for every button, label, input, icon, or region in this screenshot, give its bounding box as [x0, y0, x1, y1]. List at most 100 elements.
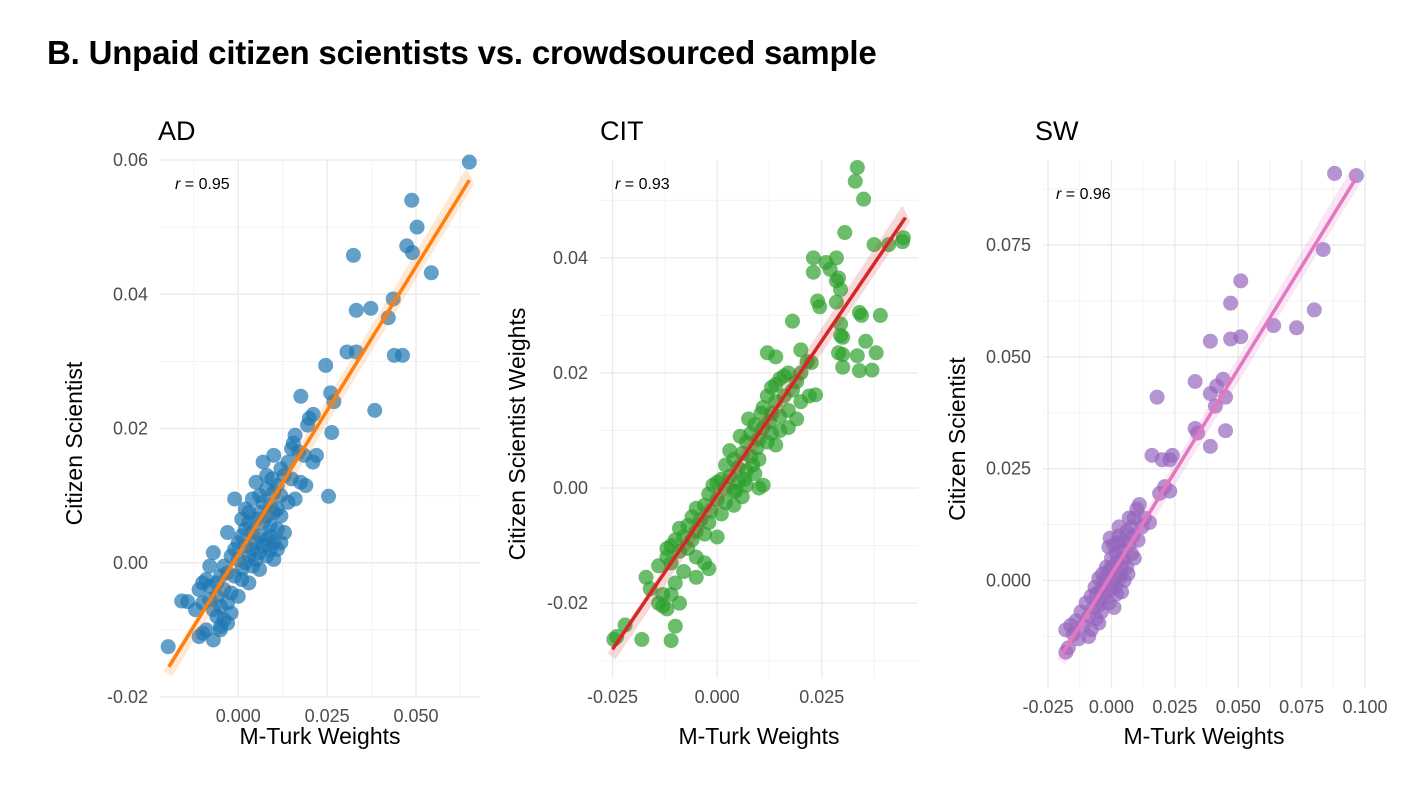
- data-point: [160, 639, 176, 655]
- data-point: [1164, 447, 1180, 463]
- data-point: [676, 564, 692, 580]
- fit-line: [1060, 179, 1357, 656]
- data-point: [1093, 604, 1109, 620]
- data-point: [718, 457, 734, 473]
- y-tick-label: 0.02: [113, 419, 148, 439]
- data-point: [642, 581, 658, 597]
- correlation-annotation: r = 0.93: [615, 176, 670, 193]
- data-point: [732, 428, 748, 444]
- data-point: [828, 294, 844, 310]
- data-point: [864, 362, 880, 378]
- data-point: [1106, 599, 1122, 615]
- data-point: [220, 525, 236, 541]
- data-point: [1111, 519, 1127, 535]
- data-point: [287, 491, 303, 507]
- data-point: [293, 388, 309, 404]
- y-tick-label: 0.000: [986, 571, 1031, 591]
- data-point: [255, 454, 271, 470]
- data-point: [793, 342, 809, 358]
- data-point: [1233, 273, 1249, 289]
- y-tick-label: 0.050: [986, 347, 1031, 367]
- data-point: [266, 447, 282, 463]
- panel-cit: -0.025 0.000 0.025 -0.02 0.00 0.02 0.04 CIT M-Tu…: [504, 116, 918, 749]
- data-point: [751, 480, 767, 496]
- data-point: [461, 154, 477, 170]
- data-point: [1202, 333, 1218, 349]
- data-point: [234, 511, 250, 527]
- data-point: [1306, 302, 1322, 318]
- data-point: [1348, 168, 1364, 184]
- data-point: [835, 359, 851, 375]
- data-point: [741, 411, 757, 427]
- x-tick-label: 0.025: [1152, 697, 1197, 717]
- x-axis-label: M-Turk Weights: [678, 723, 839, 749]
- data-point: [1081, 629, 1097, 645]
- data-point: [1131, 497, 1147, 513]
- data-point: [380, 310, 396, 326]
- x-tick-label: 0.075: [1279, 697, 1324, 717]
- data-point: [298, 478, 314, 494]
- y-tick-label: 0.04: [553, 248, 588, 268]
- data-point: [847, 173, 863, 189]
- data-point: [191, 629, 207, 645]
- data-point: [1091, 615, 1107, 631]
- data-point: [273, 535, 289, 551]
- data-point: [262, 541, 278, 557]
- data-point: [230, 588, 246, 604]
- data-point: [248, 474, 264, 490]
- data-point: [1266, 318, 1282, 334]
- data-point: [1327, 165, 1343, 181]
- correlation-annotation: r = 0.96: [1056, 186, 1111, 203]
- data-point: [768, 349, 784, 365]
- data-point: [833, 282, 849, 297]
- data-point: [1110, 535, 1126, 551]
- y-axis-label: Citizen Scientist: [944, 357, 970, 521]
- data-point: [252, 488, 268, 504]
- data-point: [663, 633, 679, 649]
- data-point: [701, 515, 717, 531]
- data-point: [191, 582, 207, 598]
- data-point: [849, 348, 865, 364]
- y-tick-label: 0.025: [986, 459, 1031, 479]
- data-point: [697, 526, 713, 542]
- data-point: [651, 558, 667, 574]
- data-point: [262, 528, 278, 544]
- data-point: [1223, 331, 1239, 347]
- y-tick-label: 0.00: [553, 478, 588, 498]
- data-point: [851, 363, 867, 379]
- data-point: [868, 345, 884, 361]
- y-tick-label: 0.075: [986, 235, 1031, 255]
- data-point: [1087, 579, 1103, 595]
- data-point: [321, 488, 337, 504]
- data-point: [866, 237, 882, 253]
- panel-title: AD: [158, 116, 196, 146]
- fit-line: [611, 216, 907, 651]
- data-point: [801, 388, 817, 404]
- data-point: [1058, 644, 1074, 660]
- data-point: [404, 245, 420, 261]
- points: [606, 159, 911, 649]
- data-point: [394, 347, 410, 363]
- data-point: [1202, 438, 1218, 454]
- x-tick-label: 0.025: [799, 687, 844, 707]
- data-point: [1107, 579, 1123, 595]
- data-point: [248, 535, 264, 551]
- data-point: [768, 437, 784, 453]
- data-point: [858, 333, 874, 349]
- panel-title: SW: [1035, 116, 1079, 146]
- data-point: [205, 545, 221, 561]
- data-point: [1149, 389, 1165, 405]
- figure-title: B. Unpaid citizen scientists vs. crowdso…: [47, 34, 877, 71]
- data-point: [895, 234, 911, 250]
- data-point: [835, 329, 851, 345]
- data-point: [308, 447, 324, 463]
- data-point: [701, 561, 717, 577]
- data-point: [1218, 423, 1234, 439]
- data-point: [180, 594, 196, 610]
- data-point: [828, 250, 844, 266]
- panel-sw: -0.025 0.000 0.025 0.050 0.075 0.100 0.000 0.02…: [944, 116, 1388, 749]
- data-point: [345, 247, 361, 263]
- data-point: [423, 265, 439, 281]
- data-point: [324, 425, 340, 441]
